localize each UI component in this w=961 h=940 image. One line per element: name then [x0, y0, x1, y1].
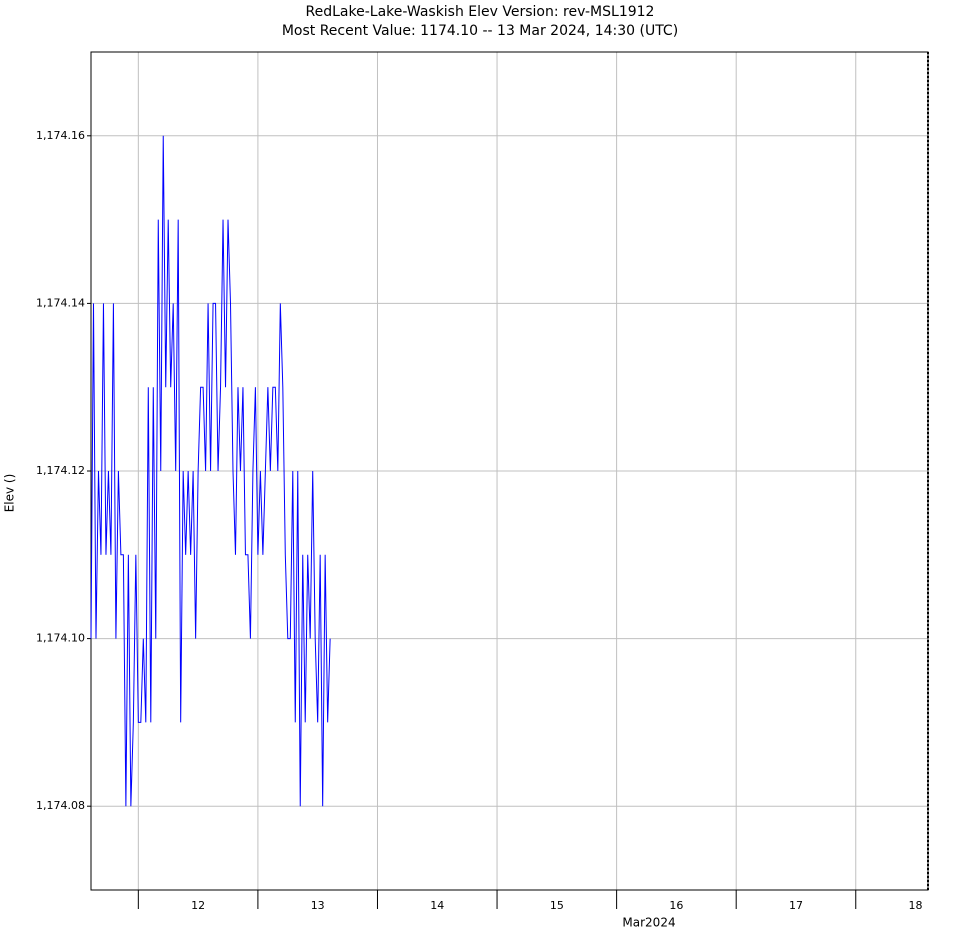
x-tick-label: 13: [311, 899, 325, 912]
y-tick-label: 1,174.08: [36, 799, 85, 812]
y-tick-label: 1,174.10: [36, 632, 85, 645]
x-axis-label: Mar2024: [622, 916, 675, 930]
x-tick-label: 18: [909, 899, 923, 912]
x-tick-label: 17: [789, 899, 803, 912]
y-tick-label: 1,174.14: [36, 296, 85, 309]
x-tick-label: 14: [430, 899, 444, 912]
plot-frame: [90, 51, 929, 891]
y-tick-label: 1,174.16: [36, 129, 85, 142]
data-line: [90, 135, 331, 807]
y-tick-label: 1,174.12: [36, 464, 85, 477]
x-tick-label: 15: [550, 899, 564, 912]
chart-title: RedLake-Lake-Waskish Elev Version: rev-M…: [306, 4, 655, 20]
chart-subtitle: Most Recent Value: 1174.10 -- 13 Mar 202…: [282, 23, 678, 39]
x-tick-label: 16: [669, 899, 683, 912]
y-axis-label: Elev (): [3, 474, 17, 513]
x-tick-label: 12: [191, 899, 205, 912]
